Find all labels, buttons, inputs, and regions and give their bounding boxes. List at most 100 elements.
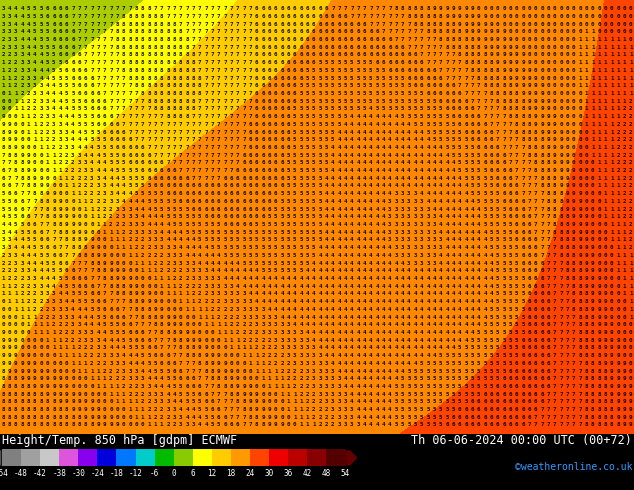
Text: 7: 7 — [204, 384, 208, 389]
Text: 0: 0 — [540, 6, 544, 11]
Text: 5: 5 — [122, 330, 126, 335]
Text: 3: 3 — [27, 60, 30, 65]
Text: 6: 6 — [249, 207, 252, 212]
Text: 0: 0 — [8, 114, 11, 119]
Text: 6: 6 — [287, 45, 290, 49]
Text: 1: 1 — [616, 269, 620, 273]
Text: 9: 9 — [508, 68, 512, 73]
Text: 8: 8 — [33, 191, 37, 196]
Text: 6: 6 — [249, 222, 252, 227]
Text: 8: 8 — [141, 68, 145, 73]
Text: 8: 8 — [547, 183, 550, 189]
Text: 0: 0 — [65, 191, 68, 196]
Text: 6: 6 — [141, 338, 145, 343]
Text: 0: 0 — [572, 98, 576, 104]
Text: 4: 4 — [344, 353, 347, 358]
Text: 1: 1 — [591, 114, 595, 119]
Text: 3: 3 — [337, 415, 341, 420]
Text: 1: 1 — [604, 145, 607, 150]
Text: 6: 6 — [508, 368, 512, 373]
Text: 6: 6 — [502, 199, 506, 204]
Text: 0: 0 — [122, 407, 126, 412]
Text: 6: 6 — [268, 37, 271, 42]
Text: 4: 4 — [382, 292, 385, 296]
Text: 1: 1 — [39, 322, 43, 327]
Text: 6: 6 — [534, 292, 538, 296]
Text: 8: 8 — [115, 292, 119, 296]
Text: 5: 5 — [312, 137, 316, 142]
Text: 0: 0 — [610, 284, 614, 289]
Text: 6: 6 — [527, 384, 531, 389]
Text: 6: 6 — [77, 68, 81, 73]
Text: 4: 4 — [363, 276, 366, 281]
Text: 2: 2 — [96, 199, 100, 204]
Text: 7: 7 — [439, 52, 443, 57]
Text: 7: 7 — [109, 91, 113, 96]
Text: 1: 1 — [629, 292, 633, 296]
Text: 4: 4 — [65, 299, 68, 304]
Text: 5: 5 — [439, 376, 443, 381]
Text: 0: 0 — [109, 245, 113, 250]
Text: 1: 1 — [261, 376, 265, 381]
Text: 4: 4 — [312, 284, 316, 289]
Text: 6: 6 — [230, 207, 233, 212]
Text: 0: 0 — [610, 253, 614, 258]
Text: 2: 2 — [191, 292, 195, 296]
Text: 8: 8 — [470, 68, 474, 73]
Text: 6: 6 — [274, 153, 278, 158]
Text: 1: 1 — [8, 292, 11, 296]
FancyArrow shape — [346, 450, 358, 465]
Text: 2: 2 — [280, 353, 284, 358]
Text: 5: 5 — [388, 106, 392, 111]
Text: 0: 0 — [115, 253, 119, 258]
Text: 6: 6 — [103, 106, 107, 111]
Text: 6: 6 — [198, 191, 202, 196]
Text: 0: 0 — [14, 114, 18, 119]
Text: 6: 6 — [534, 368, 538, 373]
Text: 4: 4 — [179, 407, 183, 412]
Text: 8: 8 — [147, 91, 151, 96]
Text: 8: 8 — [540, 137, 544, 142]
Text: 9: 9 — [540, 98, 544, 104]
Text: 5: 5 — [280, 253, 284, 258]
Text: 6: 6 — [439, 75, 443, 80]
Text: 0: 0 — [141, 422, 145, 427]
Text: 0: 0 — [578, 91, 582, 96]
Text: 8: 8 — [255, 415, 259, 420]
Text: 8: 8 — [84, 422, 87, 427]
Text: 7: 7 — [103, 45, 107, 49]
Text: 7: 7 — [527, 168, 531, 173]
Text: 7: 7 — [420, 37, 424, 42]
Text: 6: 6 — [413, 83, 417, 88]
Text: 6: 6 — [527, 284, 531, 289]
Text: 3: 3 — [255, 315, 259, 319]
Text: 7: 7 — [439, 68, 443, 73]
Text: 9: 9 — [134, 292, 138, 296]
Text: 4: 4 — [458, 299, 462, 304]
Text: 4: 4 — [375, 415, 379, 420]
Text: 9: 9 — [46, 368, 49, 373]
Text: 5: 5 — [451, 376, 455, 381]
Text: 3: 3 — [96, 345, 100, 350]
Text: 5: 5 — [464, 368, 468, 373]
Text: 3: 3 — [33, 91, 37, 96]
Text: 0: 0 — [585, 6, 588, 11]
Text: 6: 6 — [71, 68, 75, 73]
Text: 8: 8 — [585, 330, 588, 335]
Text: 8: 8 — [185, 45, 189, 49]
Text: 1: 1 — [90, 207, 94, 212]
Text: 3: 3 — [407, 230, 411, 235]
Text: 9: 9 — [604, 299, 607, 304]
Text: 9: 9 — [65, 399, 68, 404]
Text: 8: 8 — [230, 392, 233, 396]
Text: 4: 4 — [432, 199, 436, 204]
Text: 5: 5 — [299, 183, 303, 189]
Text: 6: 6 — [103, 299, 107, 304]
Text: 5: 5 — [483, 168, 487, 173]
Text: 3: 3 — [401, 245, 404, 250]
Text: 4: 4 — [458, 214, 462, 220]
Text: 4: 4 — [27, 261, 30, 266]
Text: 5: 5 — [496, 338, 500, 343]
Text: 0: 0 — [39, 153, 43, 158]
Text: 1: 1 — [623, 245, 626, 250]
